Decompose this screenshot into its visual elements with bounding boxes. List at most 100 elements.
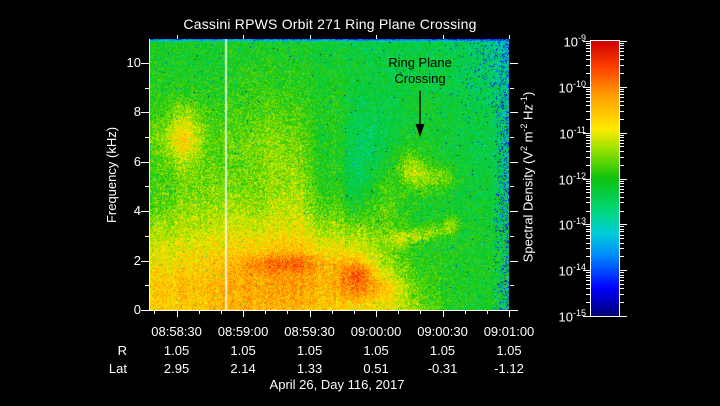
colorbar-minor-tick-left [586,134,590,136]
colorbar-minor-tick-left [586,100,590,102]
colorbar-minor-tick-right [620,294,624,296]
y-right-tick [510,161,518,163]
colorbar-major-tick-left [583,316,590,317]
colorbar-major-tick-right [620,270,627,272]
colorbar-minor-tick-left [586,48,590,50]
y-axis-title: Frequency (kHz) [104,126,119,224]
colorbar-minor-tick-right [620,192,624,194]
lat-value: 0.51 [363,361,389,376]
colorbar-minor-tick-right [620,185,624,187]
y-right-minor-tick [510,186,514,188]
colorbar-minor-tick-left [586,283,590,285]
colorbar-minor-tick-left [586,242,590,244]
y-tick-label: 2 [133,252,141,268]
colorbar-major-tick-left [583,86,590,88]
colorbar-minor-tick-right [620,274,624,276]
colorbar-minor-tick-right [620,150,624,152]
colorbar-minor-tick-right [620,234,624,236]
colorbar-minor-tick-right [620,156,624,158]
colorbar-minor-tick-right [620,45,624,47]
colorbar-minor-tick-right [620,43,624,45]
x-minor-tick [331,311,333,314]
x-minor-tick [220,311,222,314]
colorbar-minor-tick-right [620,210,624,212]
colorbar-minor-tick-left [586,139,590,141]
colorbar-minor-tick-left [586,110,590,112]
y-major-tick [141,211,150,213]
x-top-tick [243,35,245,39]
colorbar-major-tick-left [583,178,590,180]
x-top-tick [376,35,378,39]
colorbar-minor-tick-right [620,73,624,75]
colorbar-minor-tick-right [620,134,624,136]
r-value: 1.05 [496,343,522,358]
x-tick-label: 09:00:00 [350,324,402,339]
colorbar-minor-tick-right [620,280,624,282]
colorbar-tick-label: 10-11 [559,124,586,141]
colorbar-minor-tick-left [586,105,590,107]
colorbar-minor-tick-right [620,64,624,66]
colorbar-minor-tick-right [620,110,624,112]
y-right-minor-tick [510,87,514,89]
colorbar-minor-tick-right [620,88,624,90]
y-tick-label: 6 [133,153,141,169]
colorbar-tick-label: 10-10 [558,78,586,96]
x-tick-label: 09:00:30 [417,324,468,339]
r-value: 1.05 [363,343,389,358]
colorbar-minor-tick-left [586,256,590,258]
colorbar-major-tick-right [620,178,627,180]
colorbar-minor-tick-left [586,196,590,198]
x-major-tick [509,311,510,317]
colorbar-minor-tick-right [620,283,624,285]
x-axis-line [149,310,510,311]
spectrogram-heatmap [150,39,509,310]
x-minor-tick [486,311,488,314]
x-minor-tick [464,311,466,314]
y-right-tick [510,310,518,311]
y-tick-label: 10 [126,54,141,70]
colorbar-minor-tick-left [586,188,590,190]
colorbar-minor-tick-left [586,93,590,95]
y-right-minor-tick [510,235,514,237]
colorbar-minor-tick-right [620,59,624,61]
colorbar-minor-tick-left [586,202,590,204]
y-minor-tick [145,186,150,188]
colorbar-minor-tick-right [620,188,624,190]
colorbar-minor-tick-left [586,180,590,182]
y-axis-line [149,39,150,311]
colorbar-minor-tick-left [586,164,590,166]
colorbar-minor-tick-left [586,294,590,296]
colorbar-tick-label: 10-13 [558,216,586,233]
colorbar-minor-tick-left [586,274,590,276]
y-right-minor-tick [510,285,514,287]
y-tick-label: 0 [133,302,141,317]
y-minor-tick [145,285,150,287]
colorbar-minor-tick-right [620,196,624,198]
colorbar-minor-tick-right [620,146,624,148]
y-major-tick [141,161,150,163]
colorbar-major-tick-right [620,316,627,317]
colorbar-minor-tick-right [620,137,624,139]
colorbar-minor-tick-right [620,248,624,250]
colorbar-minor-tick-right [620,231,624,233]
colorbar-title: Spectral Density (V2 m-2 Hz-1) [519,91,536,263]
colorbar-minor-tick-right [620,228,624,230]
x-major-tick [243,311,245,317]
colorbar-minor-tick-right [620,164,624,166]
colorbar-minor-tick-left [586,137,590,139]
colorbar-minor-tick-right [620,105,624,107]
x-tick-label: 09:01:00 [483,324,535,339]
colorbar-minor-tick-left [586,302,590,304]
x-major-tick [176,311,178,317]
colorbar-major-tick-right [620,224,627,226]
colorbar-minor-tick-right [620,277,624,279]
colorbar-minor-tick-left [586,210,590,212]
x-major-tick [376,311,378,317]
lat-value: 2.95 [163,361,190,376]
colorbar-tick-label: 10-14 [558,262,586,279]
y-major-tick [141,62,150,64]
colorbar-minor-tick-left [586,192,590,194]
colorbar-minor-tick-right [620,118,624,120]
lat-value: -0.31 [427,361,458,376]
